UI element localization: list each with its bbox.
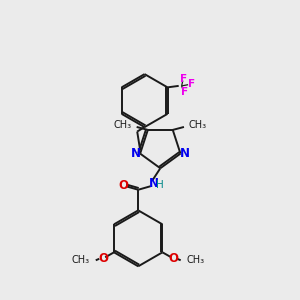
Text: CH₃: CH₃	[189, 120, 207, 130]
Text: CH₃: CH₃	[72, 255, 90, 265]
Text: H: H	[156, 180, 164, 190]
Text: N: N	[180, 147, 190, 160]
Text: F: F	[180, 74, 187, 83]
Text: O: O	[98, 252, 108, 265]
Text: CH₃: CH₃	[113, 120, 132, 130]
Text: N: N	[148, 177, 158, 190]
Text: N: N	[131, 147, 141, 160]
Text: F: F	[188, 80, 195, 89]
Text: O: O	[118, 179, 128, 192]
Text: O: O	[168, 252, 178, 265]
Text: CH₃: CH₃	[187, 255, 205, 265]
Text: F: F	[181, 87, 188, 98]
